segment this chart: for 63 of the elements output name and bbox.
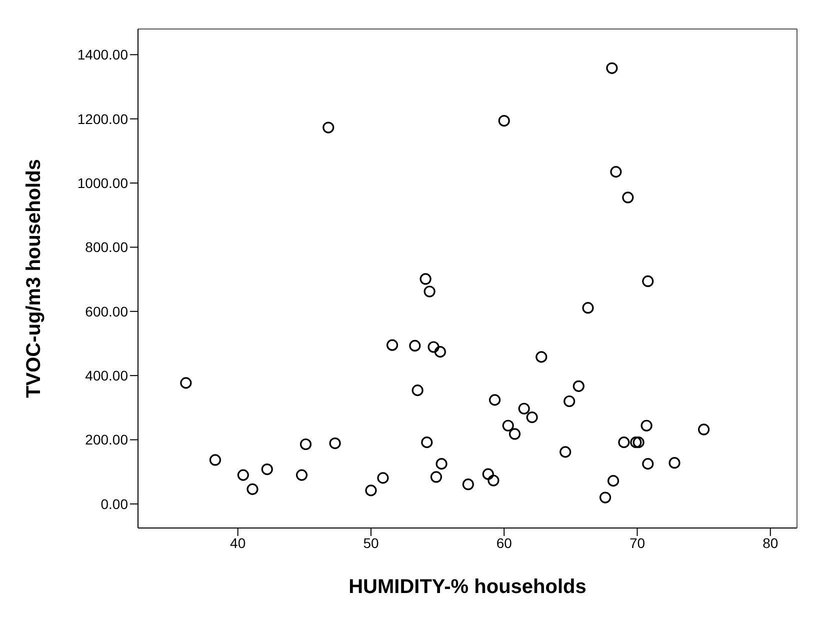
point [424,286,436,298]
y-tick-label: 400.00 [85,368,128,384]
point [508,428,521,440]
point [209,454,222,466]
x-tick-label: 40 [230,534,246,551]
y-tick-label: 1200.00 [77,110,128,127]
y-tick-label: 800.00 [85,239,128,256]
point [436,458,448,470]
x-tick-label: 50 [363,534,379,551]
point [607,475,620,487]
point [498,114,510,127]
point [488,474,500,486]
point [386,339,398,351]
point [409,340,421,352]
point [640,420,652,432]
point [642,275,654,288]
point [434,346,446,358]
point [300,438,312,450]
point [329,437,341,450]
point [610,166,622,178]
point [622,192,634,204]
point [599,492,612,504]
y-axis-title: TVOC-ug/m3 households [23,159,46,398]
point [488,394,501,406]
y-tick-label: 0.00 [100,496,128,512]
point [698,424,710,436]
point [377,472,389,484]
point [518,402,530,414]
point [572,380,584,392]
point [420,273,432,285]
point [564,395,576,408]
point [642,458,654,470]
point [421,436,433,448]
point [412,384,424,396]
point [296,469,308,481]
point [560,446,572,458]
point [462,478,474,490]
point [246,483,258,495]
point [632,436,644,448]
point [180,377,192,389]
point [668,457,680,469]
point [428,341,440,353]
y-tick-label: 1400.00 [77,46,128,63]
x-axis-title: HUMIDITY-% households [348,576,586,598]
point [618,436,630,448]
point [536,351,548,363]
y-tick-label: 200.00 [85,432,128,448]
x-tick-label: 70 [629,534,646,551]
point [606,62,618,74]
point [502,420,514,432]
x-tick-label: 80 [762,534,778,551]
y-tick-label: 600.00 [85,303,128,320]
x-tick-label: 60 [496,534,512,551]
point [237,469,249,481]
point [322,122,334,134]
point [526,411,538,424]
point [365,484,377,496]
point [261,463,273,476]
point [430,471,442,483]
y-tick-label: 1000.00 [77,175,128,191]
point [582,302,594,314]
point [630,436,642,448]
point [482,468,494,480]
